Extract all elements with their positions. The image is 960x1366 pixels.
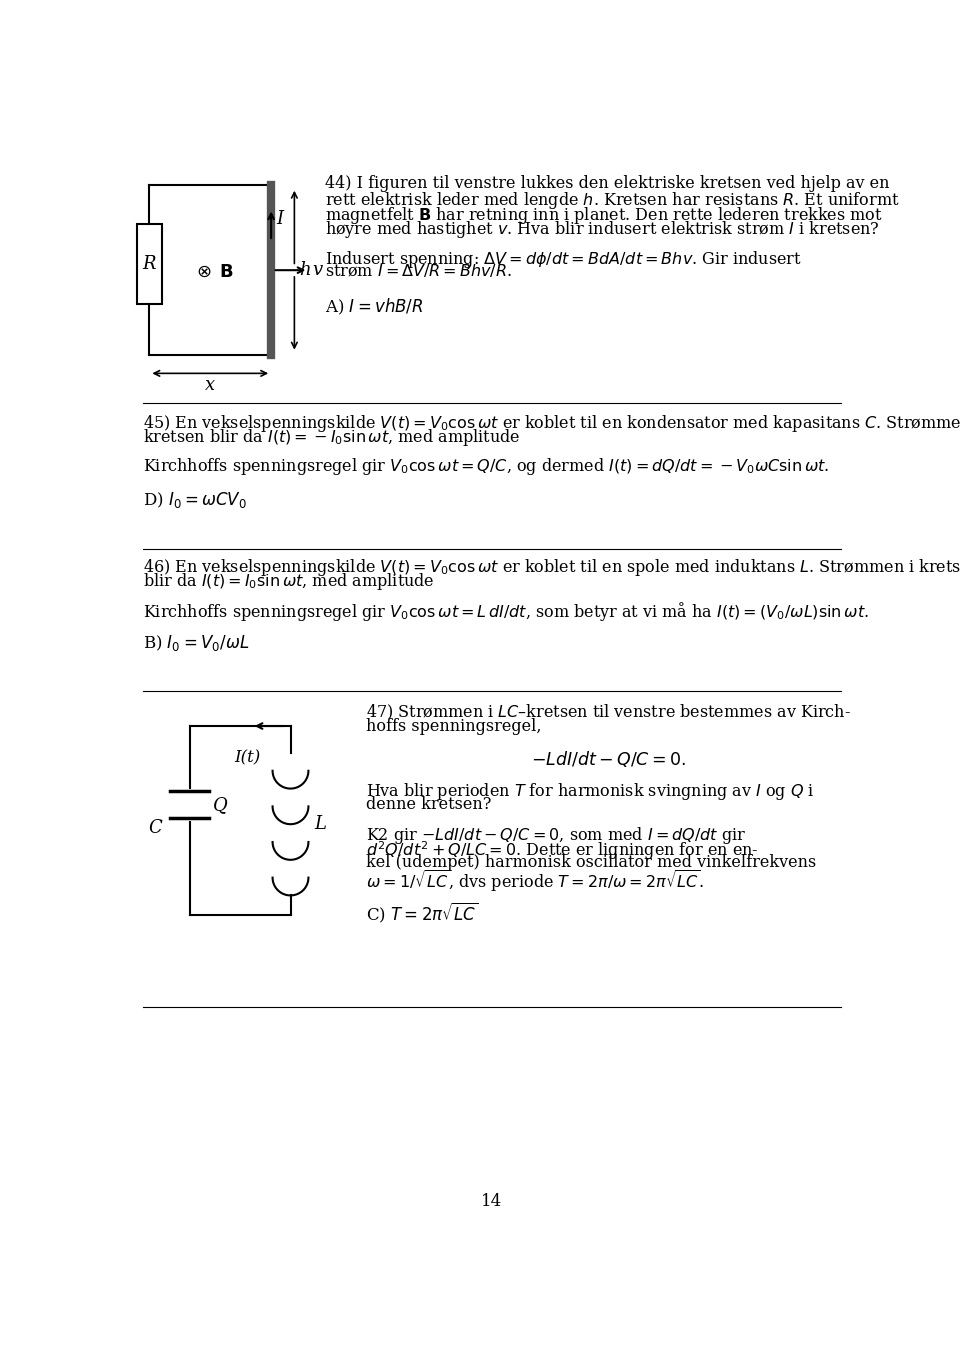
Text: Q: Q [213,796,228,814]
Text: 44) I figuren til venstre lukkes den elektriske kretsen ved hjelp av en: 44) I figuren til venstre lukkes den ele… [325,175,890,193]
Text: I(t): I(t) [235,749,261,766]
Text: K2 gir $-LdI/dt - Q/C = 0$, som med $I = dQ/dt$ gir: K2 gir $-LdI/dt - Q/C = 0$, som med $I =… [367,825,747,846]
Text: h: h [299,261,311,279]
Text: $\mathbf{B}$: $\mathbf{B}$ [219,262,233,281]
Text: C) $T = 2\pi\sqrt{LC}$: C) $T = 2\pi\sqrt{LC}$ [367,900,479,925]
Text: D) $I_0 = \omega CV_0$: D) $I_0 = \omega CV_0$ [143,489,247,510]
Text: hoffs spenningsregel,: hoffs spenningsregel, [367,717,542,735]
Text: kel (udempet) harmonisk oscillator med vinkelfrekvens: kel (udempet) harmonisk oscillator med v… [367,854,817,872]
Text: denne kretsen?: denne kretsen? [367,796,492,813]
Text: 46) En vekselspenningskilde $V(t) = V_0\cos\omega t$ er koblet til en spole med : 46) En vekselspenningskilde $V(t) = V_0\… [143,556,960,578]
Text: rett elektrisk leder med lengde $h$. Kretsen har resistans $R$. Et uniformt: rett elektrisk leder med lengde $h$. Kre… [325,190,900,212]
Text: blir da $I(t) = I_0\sin\omega t$, med amplitude: blir da $I(t) = I_0\sin\omega t$, med am… [143,571,435,593]
Text: 47) Strømmen i $LC$–kretsen til venstre bestemmes av Kirch-: 47) Strømmen i $LC$–kretsen til venstre … [367,703,852,723]
Text: I: I [276,210,283,228]
Text: 45) En vekselspenningskilde $V(t) = V_0\cos\omega t$ er koblet til en kondensato: 45) En vekselspenningskilde $V(t) = V_0\… [143,413,960,433]
Text: x: x [205,376,215,393]
Text: høyre med hastighet $v$. Hva blir indusert elektrisk strøm $I$ i kretsen?: høyre med hastighet $v$. Hva blir induse… [325,220,880,240]
Text: Kirchhoffs spenningsregel gir $V_0\cos\omega t = Q/C$, og dermed $I(t) = dQ/dt =: Kirchhoffs spenningsregel gir $V_0\cos\o… [143,456,829,477]
Text: C: C [148,820,161,837]
Text: kretsen blir da $I(t) = -I_0\sin\omega t$, med amplitude: kretsen blir da $I(t) = -I_0\sin\omega t… [143,428,521,448]
Text: Hva blir perioden $T$ for harmonisk svingning av $I$ og $Q$ i: Hva blir perioden $T$ for harmonisk svin… [367,781,815,802]
Text: B) $I_0 = V_0/\omega L$: B) $I_0 = V_0/\omega L$ [143,632,250,653]
Text: $d^2Q/dt^2 + Q/LC = 0$. Dette er ligningen for en en-: $d^2Q/dt^2 + Q/LC = 0$. Dette er ligning… [367,839,759,862]
Text: $\omega = 1/\sqrt{LC}$, dvs periode $T = 2\pi/\omega = 2\pi\sqrt{LC}$.: $\omega = 1/\sqrt{LC}$, dvs periode $T =… [367,869,705,895]
Text: Kirchhoffs spenningsregel gir $V_0\cos\omega t = L\,dI/dt$, som betyr at vi må h: Kirchhoffs spenningsregel gir $V_0\cos\o… [143,600,869,623]
Text: L: L [315,816,326,833]
Bar [137,224,162,305]
Text: 14: 14 [481,1194,503,1210]
Text: A) $I = vhB/R$: A) $I = vhB/R$ [325,296,423,317]
Text: R: R [143,255,156,273]
Text: strøm $I = \Delta V/R = Bhv/R$.: strøm $I = \Delta V/R = Bhv/R$. [325,264,513,280]
Text: magnetfelt $\mathbf{B}$ har retning inn i planet. Den rette lederen trekkes mot: magnetfelt $\mathbf{B}$ har retning inn … [325,205,883,225]
Text: Indusert spenning: $\Delta V = d\phi/dt = BdA/dt = Bhv$. Gir indusert: Indusert spenning: $\Delta V = d\phi/dt … [325,249,803,269]
Text: $-LdI/dt - Q/C = 0.$: $-LdI/dt - Q/C = 0.$ [531,749,685,769]
Text: $\otimes$: $\otimes$ [196,262,211,281]
Text: v: v [312,261,323,279]
